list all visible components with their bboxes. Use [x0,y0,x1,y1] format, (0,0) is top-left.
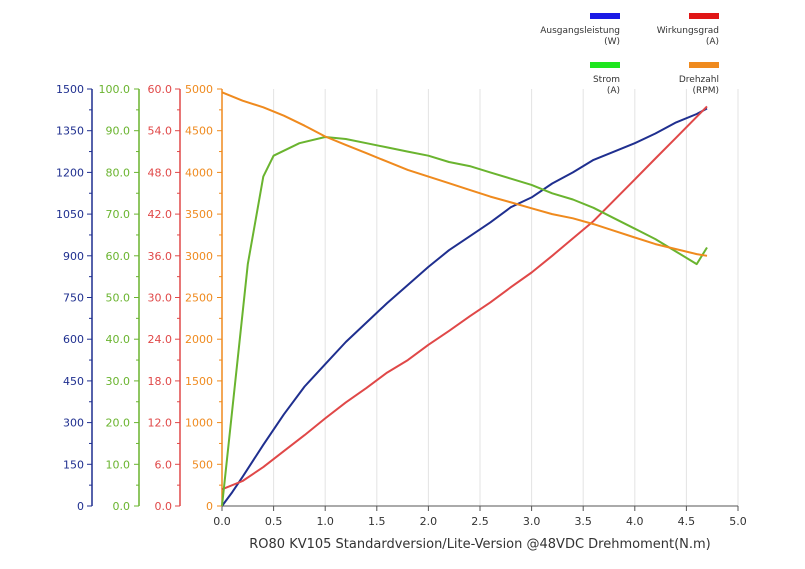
y-tick-label-power: 600 [63,333,84,346]
series-line-drehzahl [221,91,708,257]
legend-item-wirkungsgrad: Wirkungsgrad(A) [657,13,719,47]
y-tick-label-rpm: 500 [192,458,213,471]
y-tick-label-rpm: 2000 [185,333,213,346]
y-tick-label-power: 300 [63,417,84,430]
x-tick-label: 1.5 [368,515,386,528]
y-tick-label-power: 1500 [56,83,84,96]
x-axis-title: RO80 KV105 Standardversion/Lite-Version … [249,537,711,552]
y-tick-label-efficiency: 36.0 [148,250,173,263]
y-tick-label-rpm: 2500 [185,292,213,305]
y-tick-label-efficiency: 18.0 [148,375,173,388]
legend-label: Wirkungsgrad [657,26,719,36]
y-tick-label-power: 150 [63,458,84,471]
legend-unit: (A) [607,86,620,96]
y-tick-label-current: 60.0 [106,250,131,263]
y-tick-label-efficiency: 60.0 [148,83,173,96]
y-tick-label-rpm: 0 [206,500,213,513]
x-tick-label: 0.0 [213,515,231,528]
y-tick-label-power: 1350 [56,125,84,138]
legend-unit: (RPM) [693,86,719,96]
y-tick-label-rpm: 1500 [185,375,213,388]
y-tick-label-power: 1050 [56,208,84,221]
x-tick-label: 3.5 [574,515,592,528]
y-tick-label-efficiency: 6.0 [155,458,173,471]
y-tick-label-rpm: 3500 [185,208,213,221]
legend-swatch [590,13,620,19]
axes-layer: 0.0 0.5 1.0 1.5 2.0 2.5 3.0 3.5 4.0 4.5 5.0 0 150 300… [56,83,747,528]
y-tick-label-rpm: 4500 [185,125,213,138]
series-line-ausgangsleistung [221,107,708,507]
x-tick-label: 3.0 [523,515,541,528]
y-tick-label-power: 450 [63,375,84,388]
y-tick-label-rpm: 3000 [185,250,213,263]
x-tick-label: 4.5 [678,515,696,528]
legend-label: Drehzahl [679,75,719,85]
series-line-wirkungsgrad [221,105,708,491]
x-tick-label: 2.5 [471,515,489,528]
y-tick-label-current: 90.0 [106,125,131,138]
y-tick-label-power: 750 [63,292,84,305]
legend-swatch [689,13,719,19]
y-tick-label-current: 0.0 [113,500,131,513]
y-tick-label-power: 0 [77,500,84,513]
y-tick-label-current: 80.0 [106,166,131,179]
series-line-strom [221,136,708,507]
y-tick-label-current: 100.0 [99,83,131,96]
legend-unit: (W) [604,37,620,47]
y-tick-label-current: 70.0 [106,208,131,221]
y-tick-label-power: 1200 [56,166,84,179]
y-tick-label-efficiency: 30.0 [148,292,173,305]
y-tick-label-efficiency: 12.0 [148,417,173,430]
legend-label: Strom [593,75,620,85]
y-tick-label-current: 50.0 [106,292,131,305]
x-tick-label: 5.0 [729,515,747,528]
legend-unit: (A) [706,37,719,47]
y-tick-label-current: 10.0 [106,458,131,471]
y-tick-label-rpm: 5000 [185,83,213,96]
series-layer [221,91,708,507]
legend-label: Ausgangsleistung [540,26,620,36]
y-tick-label-efficiency: 42.0 [148,208,173,221]
legend-item-strom: Strom(A) [590,62,620,96]
y-tick-label-efficiency: 54.0 [148,125,173,138]
y-tick-label-efficiency: 48.0 [148,166,173,179]
legend-swatch [689,62,719,68]
y-tick-label-current: 20.0 [106,417,131,430]
grid-layer [273,89,739,506]
x-tick-label: 0.5 [265,515,283,528]
y-tick-label-efficiency: 0.0 [155,500,173,513]
x-tick-label: 2.0 [420,515,438,528]
legend-item-ausgangsleistung: Ausgangsleistung(W) [540,13,620,47]
y-tick-label-efficiency: 24.0 [148,333,173,346]
y-tick-label-current: 30.0 [106,375,131,388]
legend-item-drehzahl: Drehzahl(RPM) [679,62,719,96]
x-tick-label: 1.0 [316,515,334,528]
y-tick-label-current: 40.0 [106,333,131,346]
legend-swatch [590,62,620,68]
legend: Ausgangsleistung(W)Wirkungsgrad(A)Strom(… [540,13,719,96]
y-tick-label-rpm: 1000 [185,417,213,430]
y-tick-label-rpm: 4000 [185,166,213,179]
x-tick-label: 4.0 [626,515,644,528]
y-tick-label-power: 900 [63,250,84,263]
